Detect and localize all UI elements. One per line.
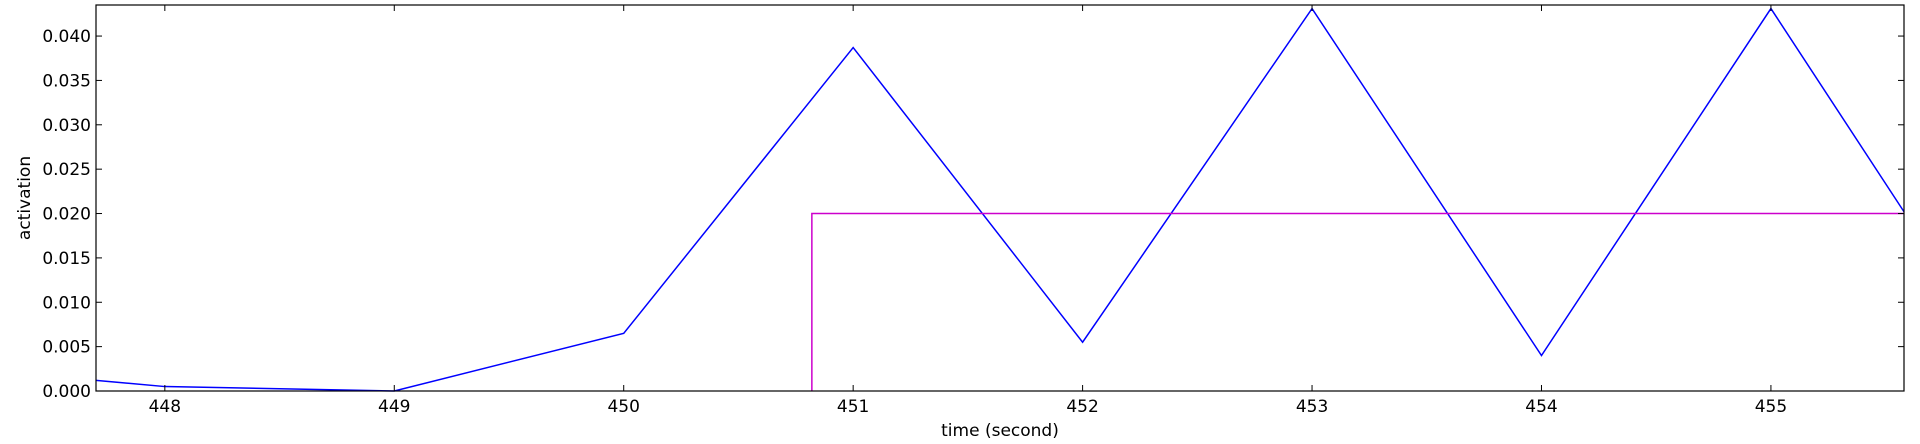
y-tick-label: 0.040 [42, 27, 91, 47]
x-tick-label: 454 [1525, 397, 1557, 417]
y-tick-label: 0.035 [42, 71, 91, 91]
y-tick-label: 0.015 [42, 249, 91, 269]
x-tick-label: 453 [1296, 397, 1328, 417]
x-tick-label: 452 [1066, 397, 1098, 417]
series-layer [95, 7, 1905, 392]
x-tick-label: 449 [378, 397, 410, 417]
y-tick-label: 0.030 [42, 116, 91, 136]
x-tick-label: 455 [1755, 397, 1787, 417]
axis-ticks: 448 449 450 451 452 453 454 455 0.000 0.005 0.010 0… [42, 5, 1904, 417]
y-tick-label: 0.000 [42, 382, 91, 402]
y-tick-label: 0.010 [42, 293, 91, 313]
y-tick-label: 0.020 [42, 205, 91, 225]
y-axis-label: activation [15, 156, 35, 240]
y-tick-label: 0.025 [42, 160, 91, 180]
x-tick-label: 448 [149, 397, 181, 417]
x-tick-label: 450 [607, 397, 639, 417]
plot-area-frame [95, 4, 1905, 392]
x-axis-label: time (second) [941, 421, 1059, 441]
series-line-2 [811, 212, 1904, 391]
y-tick-label: 0.005 [42, 338, 91, 358]
x-tick-label: 451 [837, 397, 869, 417]
series-line-1 [95, 7, 1905, 392]
